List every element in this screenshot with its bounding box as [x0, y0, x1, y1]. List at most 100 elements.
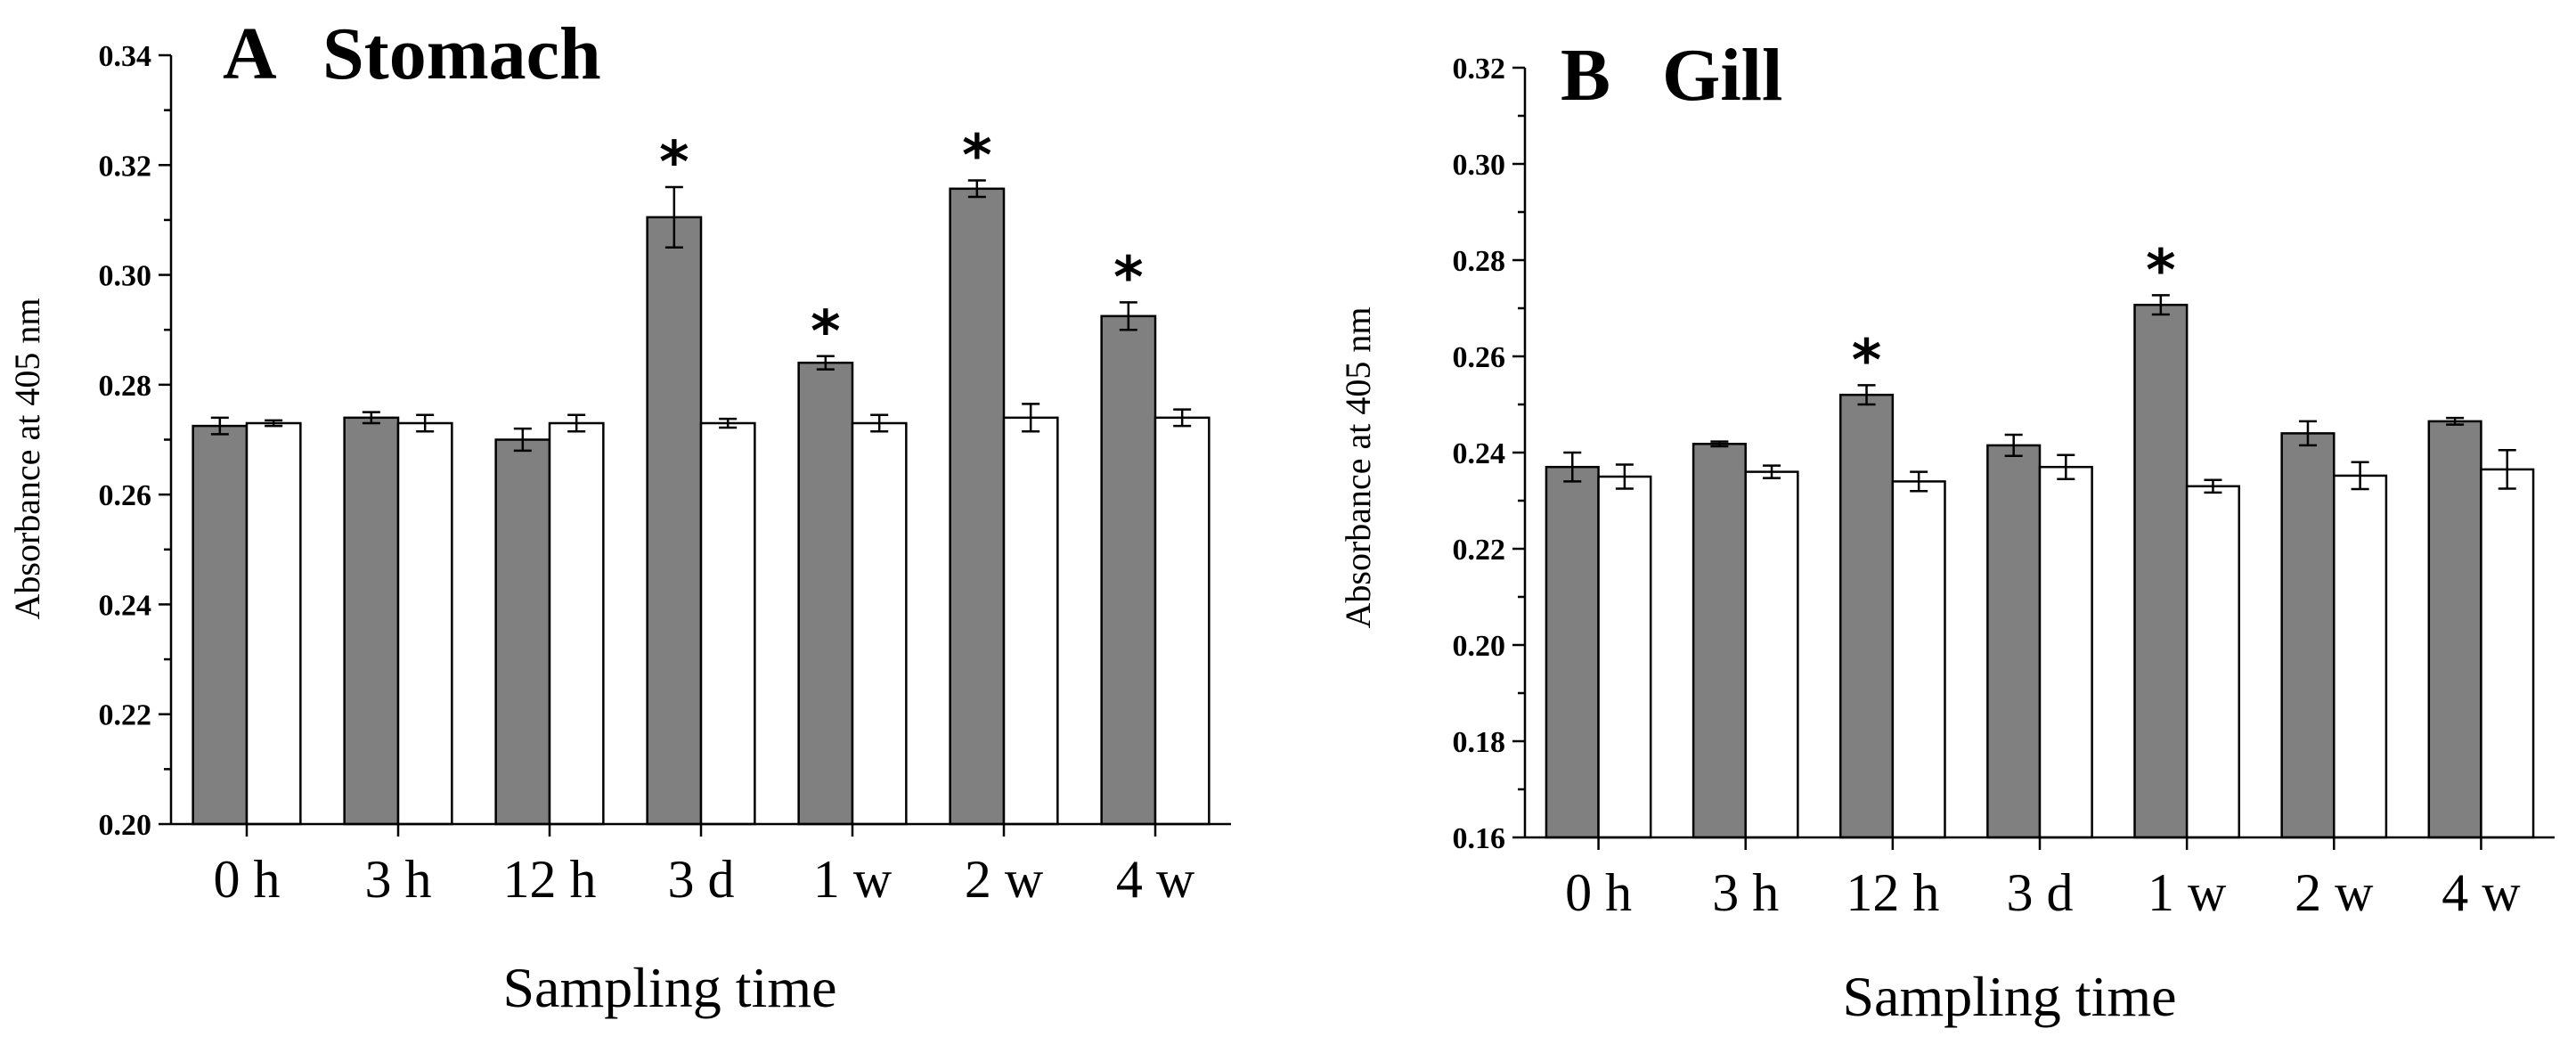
x-tick-label: 1 w — [2148, 863, 2227, 922]
error-bar — [1173, 408, 1192, 428]
bar-control — [2038, 465, 2093, 839]
x-tick-label: 12 h — [503, 850, 597, 909]
y-axis-label: Absorbance at 405 nm — [7, 298, 47, 619]
x-tick-label: 2 w — [965, 850, 1044, 909]
bar-control — [2185, 485, 2241, 839]
y-tick-label: 0.30 — [1453, 149, 1506, 182]
error-bar — [967, 179, 986, 199]
bar-control — [1891, 480, 1946, 839]
error-bar — [416, 413, 435, 433]
error-bar — [2204, 478, 2222, 494]
y-axis-label: Absorbance at 405 nm — [1338, 306, 1378, 628]
x-tick-label: 4 w — [1116, 850, 1195, 909]
error-bar — [2057, 453, 2075, 480]
bar-treated — [192, 424, 249, 826]
y-tick-label: 0.20 — [1453, 630, 1506, 663]
x-tick-label: 0 h — [1565, 863, 1632, 922]
x-tick-label: 3 d — [668, 850, 735, 909]
bar-treated — [343, 416, 400, 826]
y-tick-label: 0.32 — [99, 150, 152, 183]
bar-treated — [2133, 303, 2189, 839]
y-tick-label: 0.32 — [1453, 53, 1506, 86]
y-tick-label: 0.26 — [1453, 341, 1506, 374]
y-tick-label: 0.24 — [1453, 437, 1506, 470]
error-bar — [2351, 461, 2369, 491]
error-bar — [210, 416, 229, 436]
panel-letter: A — [223, 12, 277, 95]
bar-control — [1597, 475, 1652, 839]
bar-control — [2480, 468, 2535, 839]
x-tick-label: 4 w — [2441, 863, 2521, 922]
bar-control — [2333, 474, 2388, 839]
y-tick-label: 0.28 — [99, 370, 152, 403]
x-tick-label: 0 h — [214, 850, 281, 909]
bar-treated — [1986, 444, 2042, 839]
bar-control — [548, 421, 605, 826]
bar-treated — [1838, 393, 1895, 839]
x-tick-label: 3 h — [1712, 863, 1779, 922]
error-bar — [1615, 463, 1634, 490]
bar-treated — [797, 361, 854, 826]
bar-treated — [494, 438, 551, 826]
y-tick-label: 0.24 — [99, 589, 152, 622]
error-bar — [664, 185, 683, 249]
bar-control — [1744, 470, 1799, 839]
y-tick-label: 0.22 — [1453, 534, 1506, 567]
error-bar — [1563, 451, 1582, 483]
error-bar — [1857, 384, 1876, 406]
bar-control — [1002, 416, 1059, 826]
significance-marker: * — [962, 124, 991, 190]
y-tick-label: 0.16 — [1453, 822, 1506, 855]
significance-marker: * — [1852, 328, 1881, 394]
x-axis-label: Sampling time — [502, 956, 836, 1019]
x-tick-label: 12 h — [1846, 863, 1939, 922]
error-bar — [1119, 301, 1137, 331]
significance-marker: * — [659, 130, 689, 196]
bar-treated — [1545, 465, 1600, 839]
bar-control — [396, 421, 453, 826]
y-tick-label: 0.20 — [99, 809, 152, 842]
bar-treated — [949, 187, 1006, 826]
significance-marker: * — [2146, 238, 2175, 304]
error-bar — [1710, 440, 1729, 448]
x-tick-label: 1 w — [813, 850, 893, 909]
bar-control — [699, 421, 756, 826]
error-bar — [1910, 470, 1928, 493]
error-bar — [2498, 449, 2516, 490]
panel-title: Stomach — [322, 12, 601, 95]
error-bar — [265, 419, 283, 428]
panel-title: Gill — [1662, 34, 1782, 117]
y-tick-label: 0.26 — [99, 479, 152, 512]
error-bar — [567, 413, 586, 433]
error-bar — [1763, 464, 1781, 479]
error-bar — [2298, 420, 2317, 447]
bar-treated — [1692, 443, 1747, 839]
error-bar — [513, 427, 532, 453]
y-tick-label: 0.28 — [1453, 245, 1506, 278]
bar-treated — [1100, 314, 1157, 826]
error-bar — [2446, 416, 2465, 426]
error-bar — [362, 411, 380, 425]
y-tick-label: 0.22 — [99, 699, 152, 732]
y-tick-label: 0.18 — [1453, 726, 1506, 759]
panel-letter: B — [1561, 34, 1610, 117]
bar-treated — [646, 216, 703, 826]
bar-control — [851, 421, 908, 826]
error-bar — [719, 417, 738, 429]
bar-control — [245, 421, 302, 826]
x-tick-label: 2 w — [2295, 863, 2374, 922]
x-tick-label: 3 h — [365, 850, 432, 909]
panel-b-gill: B Gill Absorbance at 405 nm Sampling tim… — [1338, 34, 2555, 1028]
bar-control — [1153, 416, 1211, 826]
error-bar — [1022, 403, 1040, 433]
bar-treated — [2280, 432, 2336, 839]
panel-a-stomach: A Stomach Absorbance at 405 nm Sampling … — [7, 12, 1231, 1019]
x-tick-label: 3 d — [2007, 863, 2074, 922]
bar-treated — [2427, 420, 2482, 839]
error-bar — [870, 413, 889, 433]
y-tick-label: 0.34 — [99, 40, 152, 73]
error-bar — [2004, 433, 2023, 458]
x-axis-label: Sampling time — [1842, 965, 2176, 1028]
y-tick-label: 0.30 — [99, 260, 152, 293]
